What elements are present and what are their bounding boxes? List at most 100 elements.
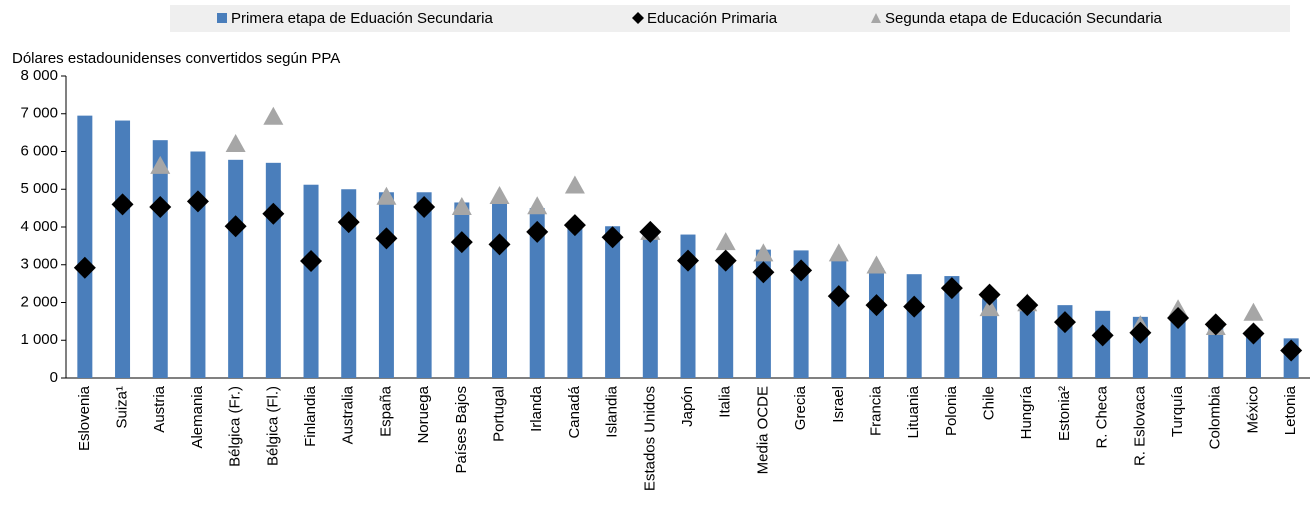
x-tick-label: Irlanda (528, 385, 545, 432)
bar (1170, 313, 1186, 378)
x-tick-label: Japón (679, 386, 696, 427)
diamond-marker (149, 195, 172, 218)
diamond-marker (73, 256, 96, 279)
y-tick-label: 7 000 (20, 105, 58, 122)
diamond-marker (1129, 321, 1152, 344)
diamond-marker (337, 211, 360, 234)
triangle-marker (263, 106, 284, 125)
triangle-marker (527, 196, 548, 215)
legend-label: Educación Primaria (647, 10, 778, 27)
bar (529, 208, 545, 378)
diamond-marker (978, 283, 1001, 306)
x-tick-label: Grecia (792, 385, 809, 430)
bar (115, 120, 131, 379)
x-tick-label: Finlandia (302, 385, 319, 447)
bar (906, 274, 922, 378)
x-tick-label: México (1244, 386, 1261, 434)
bar (982, 298, 998, 378)
x-tick-label: Australia (340, 385, 357, 444)
x-tick-label: Bélgica (Fr.) (227, 386, 244, 467)
x-tick-label: España (377, 385, 394, 437)
diamond-marker (1204, 313, 1227, 336)
x-tick-label: Islandia (604, 385, 621, 437)
diamond-marker (1091, 324, 1114, 347)
y-tick-label: 5 000 (20, 180, 58, 197)
diamond-marker (639, 220, 662, 243)
x-tick-label: Austria (151, 385, 168, 432)
diamond-marker (413, 195, 436, 218)
diamond-marker (488, 233, 511, 256)
diamond-marker (563, 214, 586, 237)
triangle-marker (715, 232, 736, 251)
x-tick-label: Colombia (1207, 385, 1224, 449)
diamond-marker (224, 215, 247, 238)
x-tick-label: Suiza¹ (114, 386, 131, 429)
x-tick-label: Lituania (905, 385, 922, 438)
legend-swatch (632, 12, 644, 24)
bar (567, 223, 583, 378)
legend-swatch (871, 13, 881, 23)
triangle-marker (489, 186, 510, 205)
diamond-marker (1167, 306, 1190, 329)
y-tick-label: 6 000 (20, 142, 58, 159)
triangle-marker (451, 196, 472, 215)
bar (680, 234, 696, 378)
x-tick-label: Turquía (1169, 385, 1186, 437)
diamond-marker (1242, 322, 1265, 345)
diamond-marker (375, 227, 398, 250)
diamond-marker (714, 249, 737, 272)
bar (868, 268, 884, 378)
legend-label: Primera etapa de Eduación Secundaria (231, 10, 493, 27)
bar (755, 249, 771, 378)
y-tick-label: 8 000 (20, 67, 58, 84)
bar (1245, 334, 1261, 378)
bar (944, 276, 960, 378)
diamond-marker (111, 193, 134, 216)
diamond-marker (601, 226, 624, 249)
bar (341, 189, 357, 378)
x-tick-label: Alemania (189, 385, 206, 448)
x-tick-label: Bélgica (Fl.) (264, 386, 281, 466)
legend-background (170, 5, 1290, 32)
y-tick-label: 0 (50, 369, 58, 386)
triangle-marker (564, 175, 585, 194)
x-tick-label: Francia (867, 385, 884, 436)
y-tick-label: 3 000 (20, 256, 58, 273)
diamond-marker (677, 249, 699, 272)
x-tick-label: Israel (830, 386, 847, 423)
bar (265, 162, 281, 378)
diamond-marker (1016, 294, 1039, 317)
x-tick-label: Italia (717, 385, 734, 417)
x-tick-label: Eslovenia (76, 385, 93, 451)
diamond-marker (827, 285, 850, 308)
diamond-marker (940, 277, 963, 300)
bar (492, 203, 508, 378)
x-tick-label: Estados Unidos (641, 386, 658, 491)
diamond-marker (186, 190, 209, 213)
triangle-marker (1243, 302, 1264, 321)
bar (1019, 308, 1035, 378)
diamond-marker (1280, 339, 1303, 362)
diamond-marker (262, 202, 285, 225)
bar (718, 257, 734, 378)
triangle-marker (753, 243, 774, 262)
bar (152, 140, 168, 378)
x-tick-label: Letonia (1282, 385, 1299, 435)
x-tick-label: Media OCDE (754, 386, 771, 474)
triangle-marker (225, 133, 246, 152)
diamond-marker (1053, 311, 1076, 334)
x-tick-label: Países Bajos (453, 386, 470, 474)
diamond-marker (752, 261, 775, 284)
legend-swatch (217, 13, 227, 23)
bar (77, 115, 93, 378)
bar (378, 192, 394, 378)
bar (793, 250, 809, 378)
bar (303, 184, 319, 378)
y-tick-label: 4 000 (20, 218, 58, 235)
diamond-marker (450, 231, 473, 254)
y-axis-title: Dólares estadounidenses convertidos segú… (12, 50, 340, 67)
triangle-marker (376, 186, 397, 205)
bar (642, 230, 658, 378)
y-tick-label: 2 000 (20, 293, 58, 310)
